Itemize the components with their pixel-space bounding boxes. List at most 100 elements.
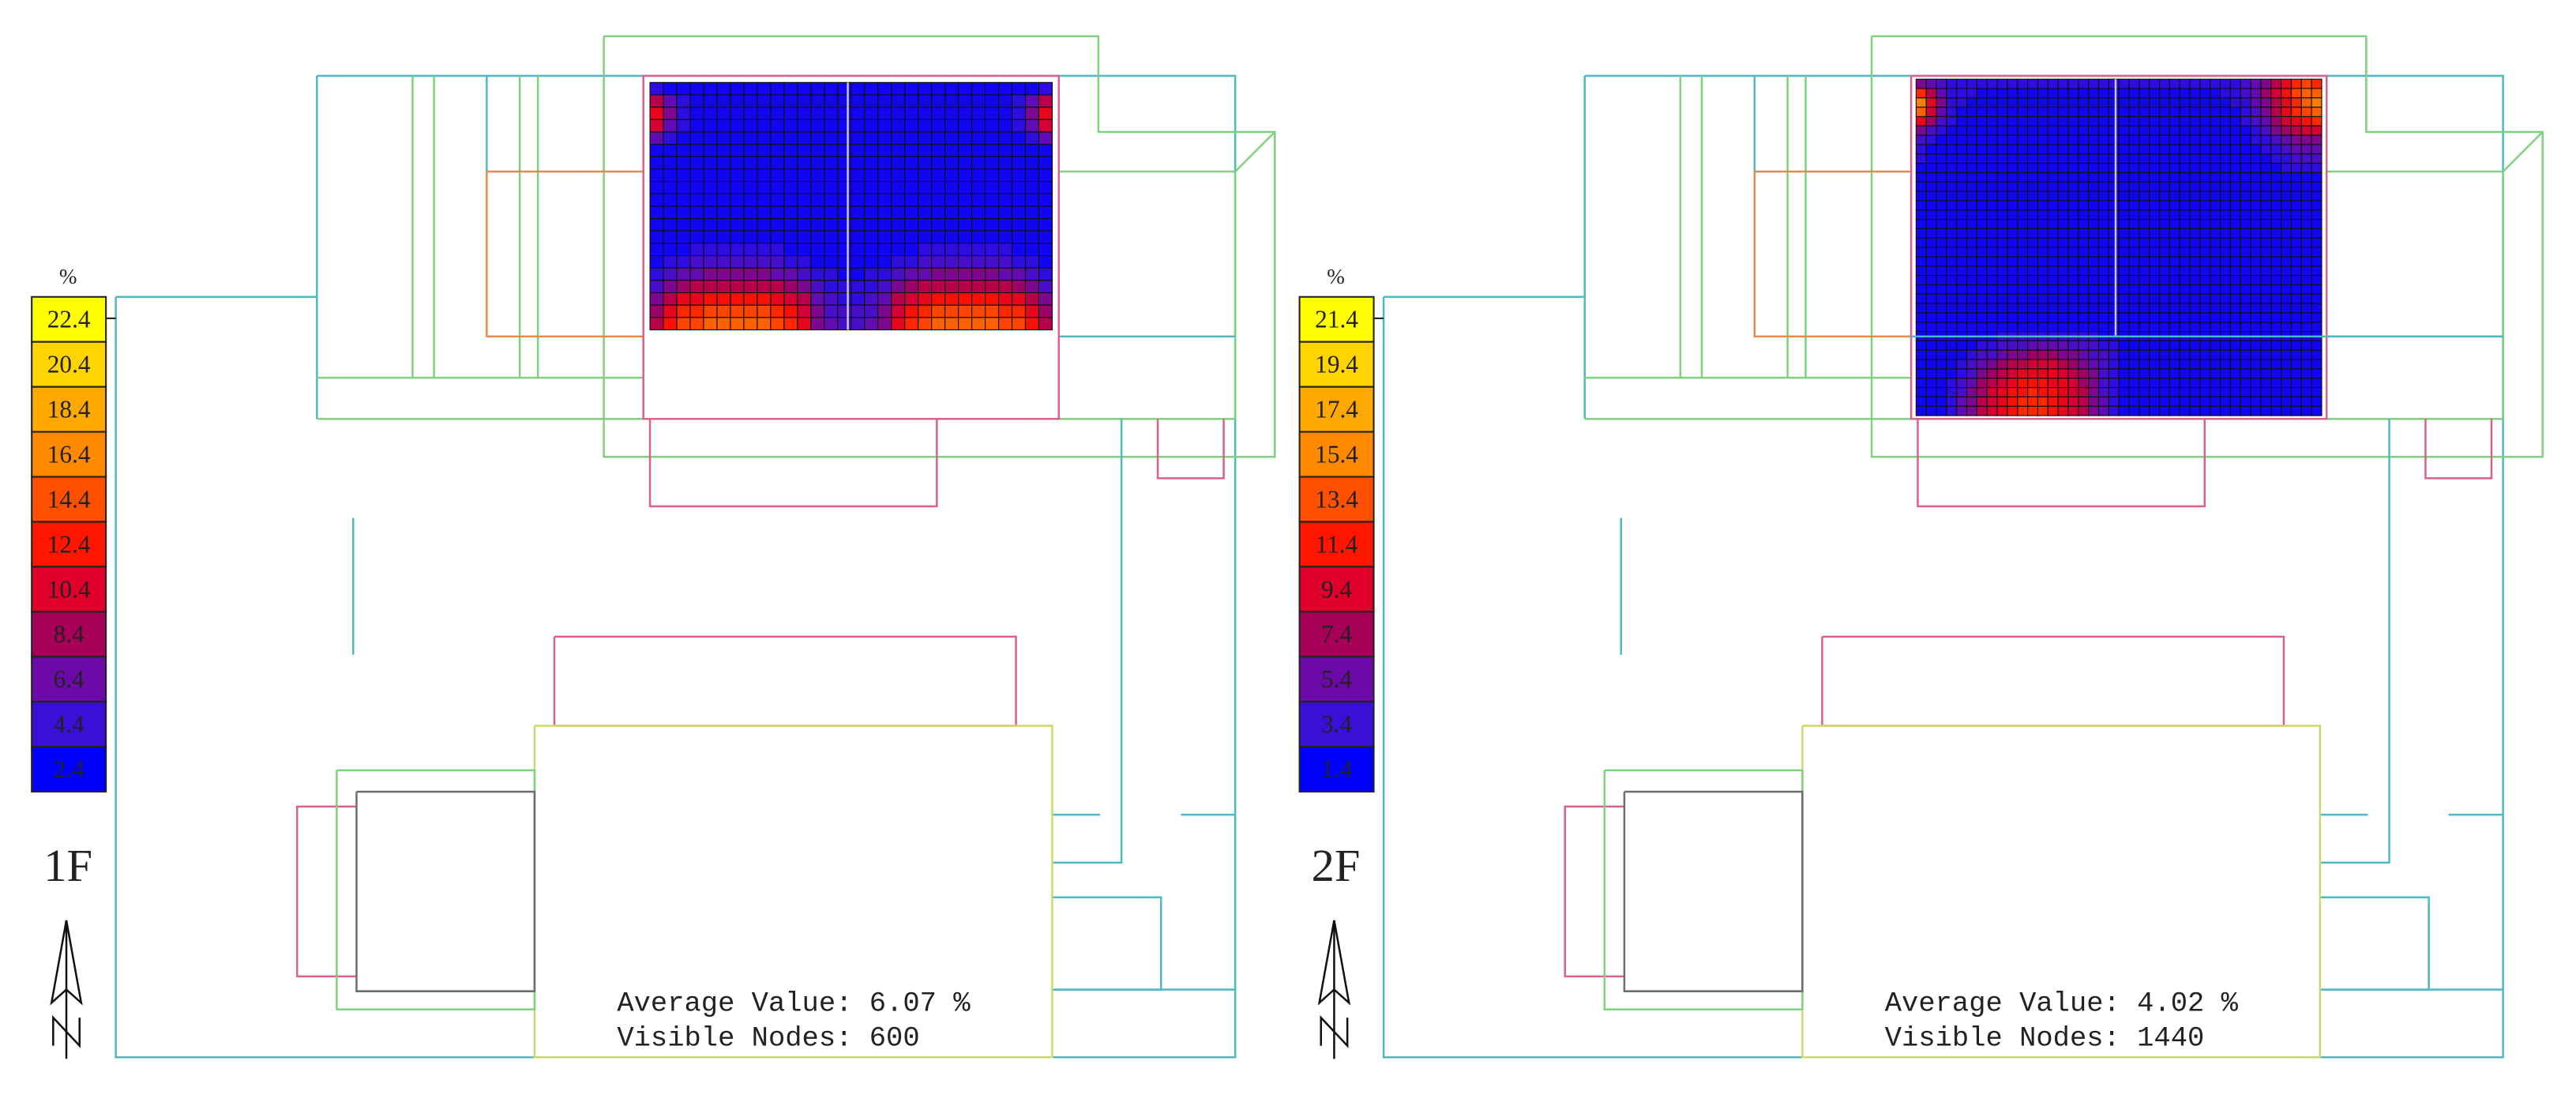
heatmap-cell [2078, 209, 2090, 220]
heatmap-cell [2189, 359, 2201, 370]
heatmap-cell [2220, 107, 2231, 118]
heatmap-cell [1986, 237, 1998, 248]
heatmap-cell [2210, 368, 2221, 379]
heatmap-cell [2281, 171, 2292, 182]
heatmap-cell [1966, 284, 1978, 295]
legend-band [1298, 656, 1375, 703]
heatmap-cell [2078, 303, 2090, 314]
heatmap-cell [2220, 293, 2231, 304]
heatmap-cell [2270, 78, 2282, 89]
heatmap-cell [1996, 78, 2008, 89]
heatmap-cell [716, 218, 731, 231]
heatmap-cell [1024, 81, 1040, 96]
heatmap-cell [877, 156, 892, 170]
heatmap-cell [2290, 200, 2302, 211]
heatmap-cell [2027, 209, 2039, 220]
heatmap-cell [1915, 153, 1927, 164]
heatmap-cell [2311, 246, 2323, 258]
heatmap-cell [2078, 190, 2090, 201]
heatmap-cell [971, 94, 986, 108]
heatmap-cell [1966, 190, 1978, 201]
heatmap-cell [2078, 340, 2090, 351]
heatmap-cell [1966, 322, 1978, 333]
heatmap-cell [2189, 97, 2201, 108]
heatmap-cell [1946, 303, 1958, 314]
legend-label: 9.4 [1321, 575, 1352, 603]
heatmap-cell [1946, 115, 1958, 126]
heatmap-cell [1915, 237, 1927, 248]
heatmap-cell [1925, 115, 1937, 126]
heatmap-cell [1976, 378, 1988, 389]
heatmap-cell [743, 193, 758, 207]
heatmap-cell [730, 131, 745, 145]
heatmap-cell [1956, 246, 1968, 258]
heatmap-cell [2179, 78, 2191, 89]
heatmap-cell [851, 168, 866, 182]
heatmap-cell [1925, 219, 1937, 230]
heatmap-cell [2057, 303, 2069, 314]
heatmap-cell [2027, 303, 2039, 314]
heatmap-cell [2047, 368, 2059, 379]
heatmap-cell [891, 94, 906, 108]
heatmap-cell [2017, 228, 2029, 239]
heatmap-cell [2078, 163, 2090, 174]
heatmap-cell [1976, 115, 1988, 126]
heatmap-cell [2097, 256, 2109, 267]
heatmap-cell [689, 107, 704, 120]
heatmap-cell [1038, 218, 1053, 231]
heatmap-cell [2007, 396, 2018, 407]
heatmap-cell [2139, 322, 2150, 333]
heatmap-cell [824, 230, 839, 244]
heatmap-cell [716, 304, 731, 318]
heatmap-cell [2311, 144, 2323, 155]
heatmap-cell [2270, 340, 2282, 351]
heatmap-cell [2220, 125, 2231, 136]
heatmap-cell [2300, 322, 2312, 333]
heatmap-cell [743, 131, 758, 145]
heatmap-cell [2088, 293, 2100, 304]
heatmap-cell [2128, 265, 2140, 277]
average-value: Average Value: 6.07 % [617, 988, 971, 1020]
heatmap-cell [2078, 144, 2090, 155]
heatmap-cell [689, 292, 704, 306]
heatmap-cell [984, 94, 1000, 108]
heatmap-cell [2240, 209, 2251, 220]
heatmap-cell [676, 131, 691, 145]
heatmap-cell [1011, 304, 1027, 318]
heatmap-cell [2199, 303, 2211, 314]
heatmap-cell [1946, 88, 1958, 99]
heatmap-cell [2311, 190, 2323, 201]
heatmap-cell [2088, 134, 2100, 145]
legend-band [1298, 386, 1375, 433]
heatmap-cell [676, 193, 691, 207]
heatmap-cell [797, 81, 812, 96]
heatmap-cell [2179, 349, 2191, 360]
heatmap-cell [1996, 265, 2008, 277]
heatmap-cell [2281, 275, 2292, 286]
heatmap-cell [2210, 237, 2221, 248]
heatmap-cell [1038, 267, 1053, 281]
heatmap-cell [2037, 200, 2048, 211]
heatmap-cell [837, 304, 852, 318]
heatmap-cell [2037, 396, 2048, 407]
heatmap-cell [2057, 387, 2069, 398]
heatmap-cell [944, 304, 959, 318]
heatmap-cell [2118, 349, 2130, 360]
heatmap-cell [2097, 97, 2109, 108]
heatmap-cell [1986, 200, 1998, 211]
heatmap-cell [689, 218, 704, 231]
heatmap-cell [2037, 340, 2048, 351]
heatmap-cell [2149, 312, 2161, 323]
heatmap-cell [2007, 134, 2018, 145]
heatmap-cell [1925, 88, 1937, 99]
heatmap-cell [997, 94, 1013, 108]
heatmap-cell [783, 304, 798, 318]
heatmap-cell [703, 205, 718, 220]
heatmap-cell [2097, 88, 2109, 99]
heatmap-cell [1976, 228, 1988, 239]
heatmap-cell [2189, 322, 2201, 333]
heatmap-cell [2311, 368, 2323, 379]
heatmap-cell [2007, 107, 2018, 118]
heatmap-cell [1966, 228, 1978, 239]
heatmap-cell [904, 243, 919, 257]
